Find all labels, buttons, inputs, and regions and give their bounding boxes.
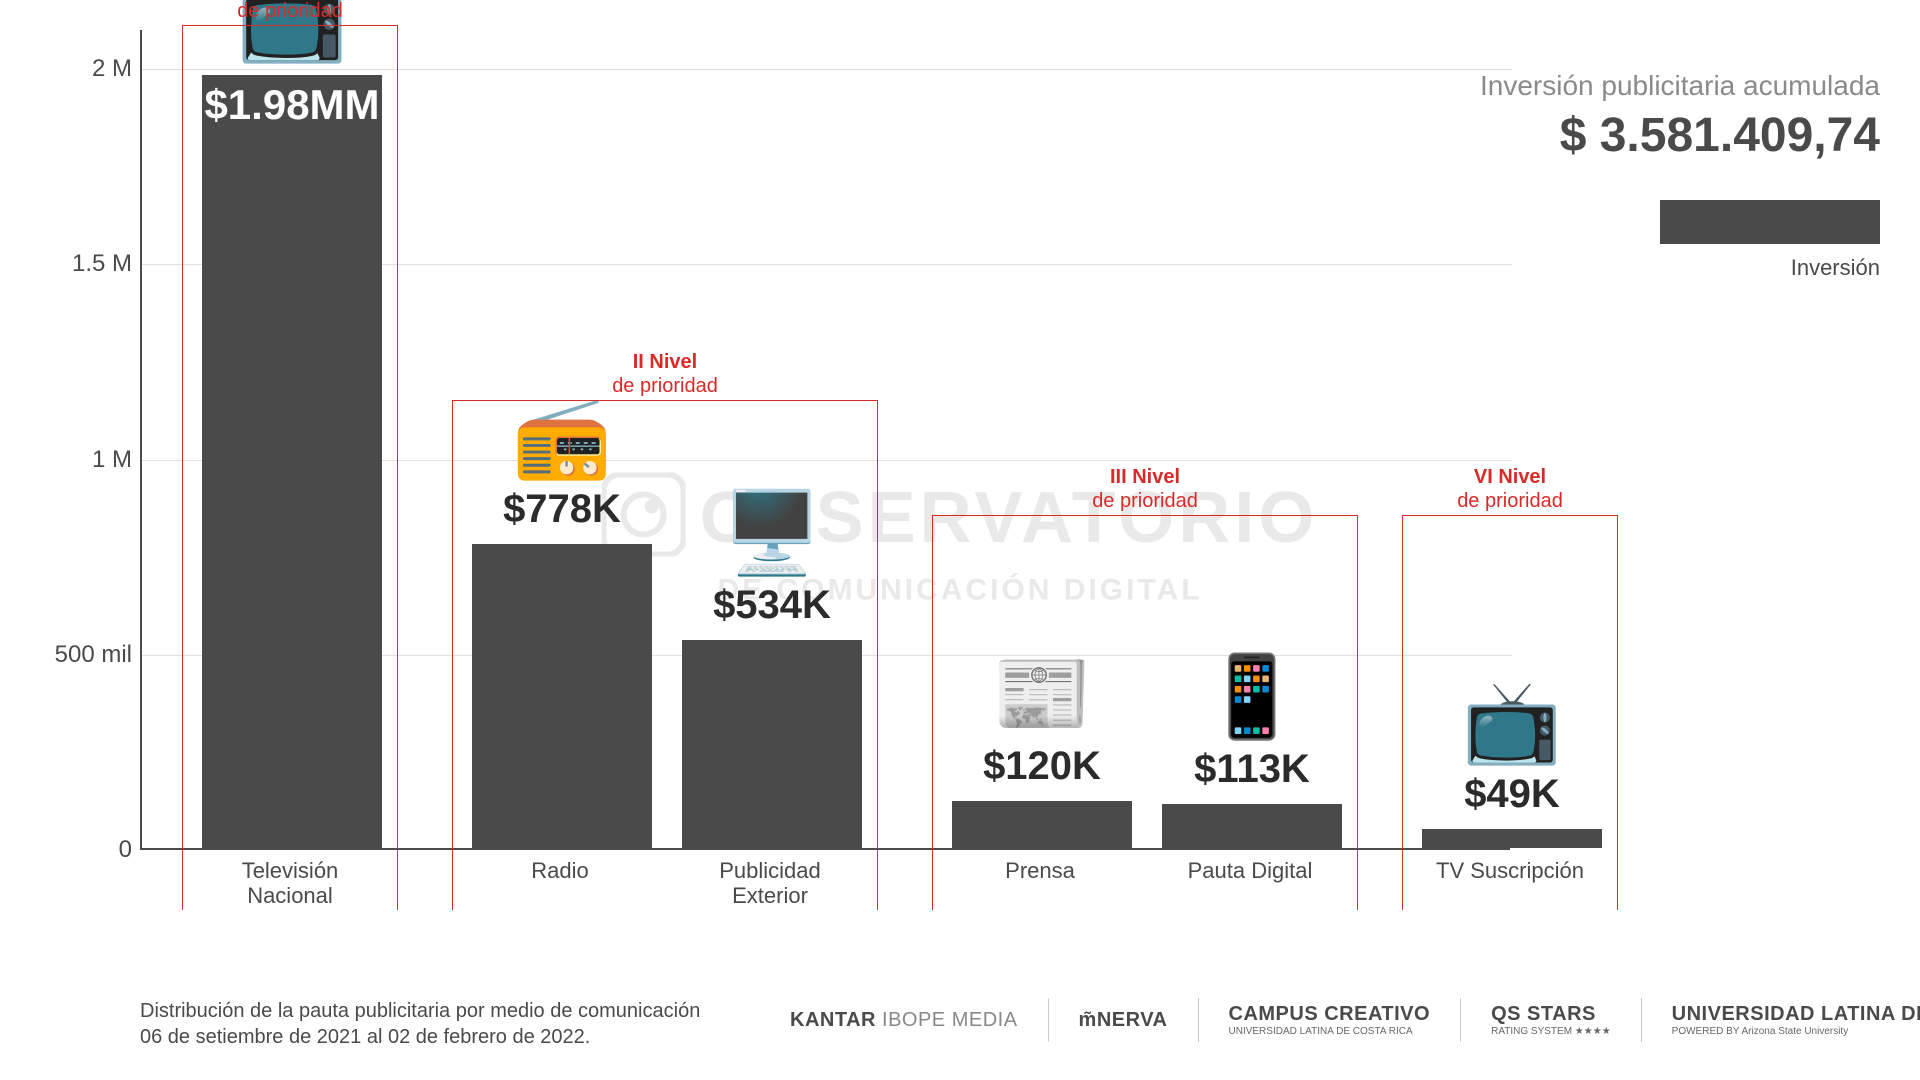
footer-logo: UNIVERSIDAD LATINA DE COSTA RICAPOWERED … xyxy=(1672,1003,1920,1037)
chart-area: 0500 mil1 M1.5 M2 M$1.98MM📺$778K📻$534K🖥️… xyxy=(140,30,1510,910)
logo-separator xyxy=(1641,998,1642,1042)
y-tick-label: 0 xyxy=(42,836,132,864)
total-title: Inversión publicitaria acumulada xyxy=(1480,70,1880,102)
priority-bracket-label: III Nivelde prioridad xyxy=(932,465,1358,513)
y-tick-label: 1.5 M xyxy=(42,250,132,278)
priority-bracket xyxy=(932,515,1358,910)
infographic-root: OBSERVATORIO DE COMUNICACIÓN DIGITAL Inv… xyxy=(0,0,1920,1080)
logo-separator xyxy=(1048,998,1049,1042)
footer-logo: CAMPUS CREATIVOUNIVERSIDAD LATINA DE COS… xyxy=(1229,1003,1431,1037)
y-tick-label: 2 M xyxy=(42,55,132,83)
priority-bracket xyxy=(452,400,878,910)
priority-bracket xyxy=(1402,515,1618,910)
footer-logos: KANTAR IBOPE MEDIA m̃NERVA CAMPUS CREATIVO… xyxy=(790,998,1920,1042)
footer-logo: m̃NERVA xyxy=(1079,1009,1168,1032)
footer: Distribución de la pauta publicitaria po… xyxy=(140,998,1880,1050)
legend-swatch xyxy=(1660,200,1880,244)
priority-bracket xyxy=(182,25,398,910)
footer-note-line2: 06 de setiembre de 2021 al 02 de febrero… xyxy=(140,1026,590,1048)
logo-separator xyxy=(1198,998,1199,1042)
y-tick-label: 500 mil xyxy=(42,641,132,669)
total-block: Inversión publicitaria acumulada $ 3.581… xyxy=(1480,70,1880,163)
legend: Inversión xyxy=(1660,200,1880,281)
total-value: $ 3.581.409,74 xyxy=(1480,108,1880,163)
priority-bracket-label: I Nivelde prioridad xyxy=(182,0,398,23)
legend-label: Inversión xyxy=(1660,255,1880,281)
priority-bracket-label: VI Nivelde prioridad xyxy=(1402,465,1618,513)
footer-note: Distribución de la pauta publicitaria po… xyxy=(140,998,790,1050)
footer-logo: KANTAR IBOPE MEDIA xyxy=(790,1009,1018,1032)
footer-logo: QS STARSRATING SYSTEM ★★★★ xyxy=(1491,1003,1611,1037)
priority-bracket-label: II Nivelde prioridad xyxy=(452,350,878,398)
y-tick-label: 1 M xyxy=(42,446,132,474)
footer-note-line1: Distribución de la pauta publicitaria po… xyxy=(140,1000,700,1022)
logo-separator xyxy=(1460,998,1461,1042)
